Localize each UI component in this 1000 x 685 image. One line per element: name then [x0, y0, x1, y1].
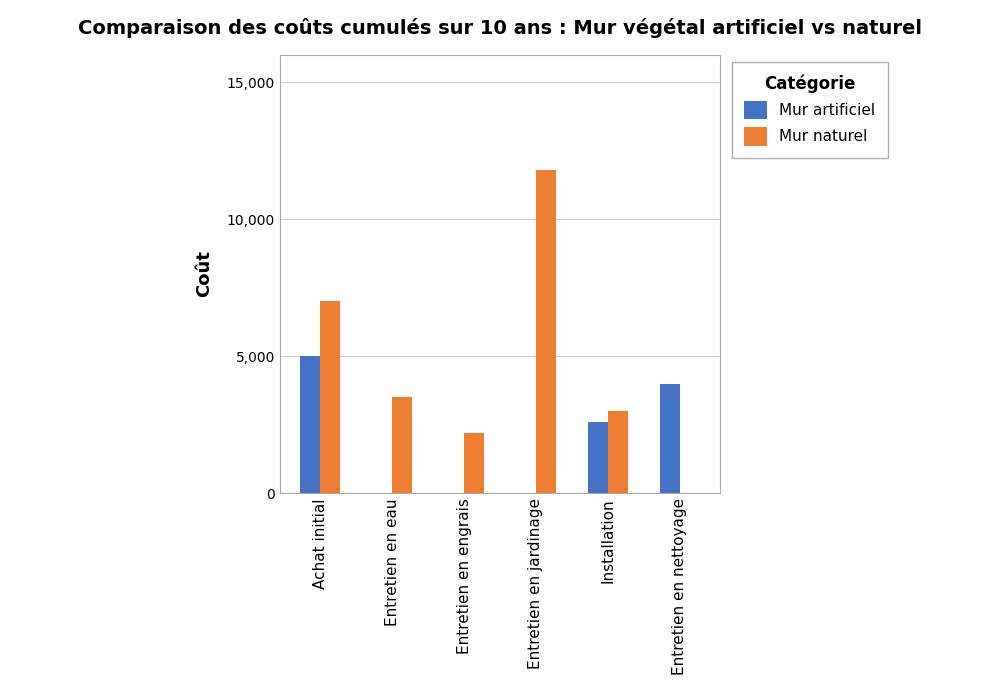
Y-axis label: Coût: Coût: [195, 251, 213, 297]
Bar: [464, 433, 484, 493]
Bar: [392, 397, 412, 493]
Bar: [536, 170, 556, 493]
Bar: [660, 384, 680, 493]
Title: Comparaison des coûts cumulés sur 10 ans : Mur végétal artificiel vs naturel: Comparaison des coûts cumulés sur 10 ans…: [78, 18, 922, 38]
Bar: [300, 356, 320, 493]
Bar: [588, 422, 608, 493]
Bar: [608, 411, 628, 493]
Bar: [320, 301, 340, 493]
Legend: Mur artificiel, Mur naturel: Mur artificiel, Mur naturel: [732, 62, 888, 158]
